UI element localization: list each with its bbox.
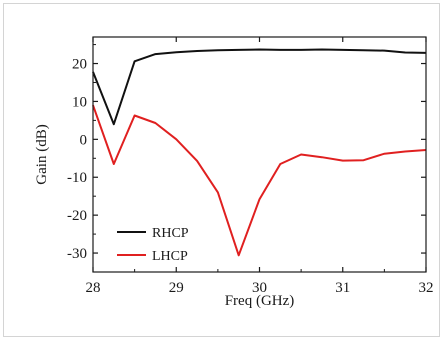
x-tick-label: 29 <box>169 280 184 296</box>
legend: RHCP LHCP <box>117 226 189 264</box>
series-line-rhcp <box>92 48 427 126</box>
chart-frame <box>3 3 440 337</box>
y-tick-label: 0 <box>80 132 88 148</box>
plot-area <box>92 48 427 257</box>
y-tick-label: -30 <box>67 246 87 262</box>
plot-border <box>92 36 427 273</box>
x-axis-label: Freq (GHz) <box>225 293 295 309</box>
y-axis-label: Gain (dB) <box>34 124 50 184</box>
x-tick-label: 30 <box>252 280 267 296</box>
legend-label-rhcp: RHCP <box>152 226 189 241</box>
y-tick-label: -20 <box>67 208 87 224</box>
x-tick-label: 31 <box>335 280 350 296</box>
series-line-lhcp <box>92 104 427 257</box>
x-tick-label: 32 <box>419 280 434 296</box>
y-tick-label: -10 <box>67 170 87 186</box>
axes: 28 29 30 31 32 20 10 0 -10 -20 -30 <box>67 36 434 296</box>
x-tick-label: 28 <box>86 280 101 296</box>
y-tick-label: 10 <box>72 94 87 110</box>
y-tick-label: 20 <box>72 57 87 73</box>
legend-label-lhcp: LHCP <box>152 249 188 264</box>
